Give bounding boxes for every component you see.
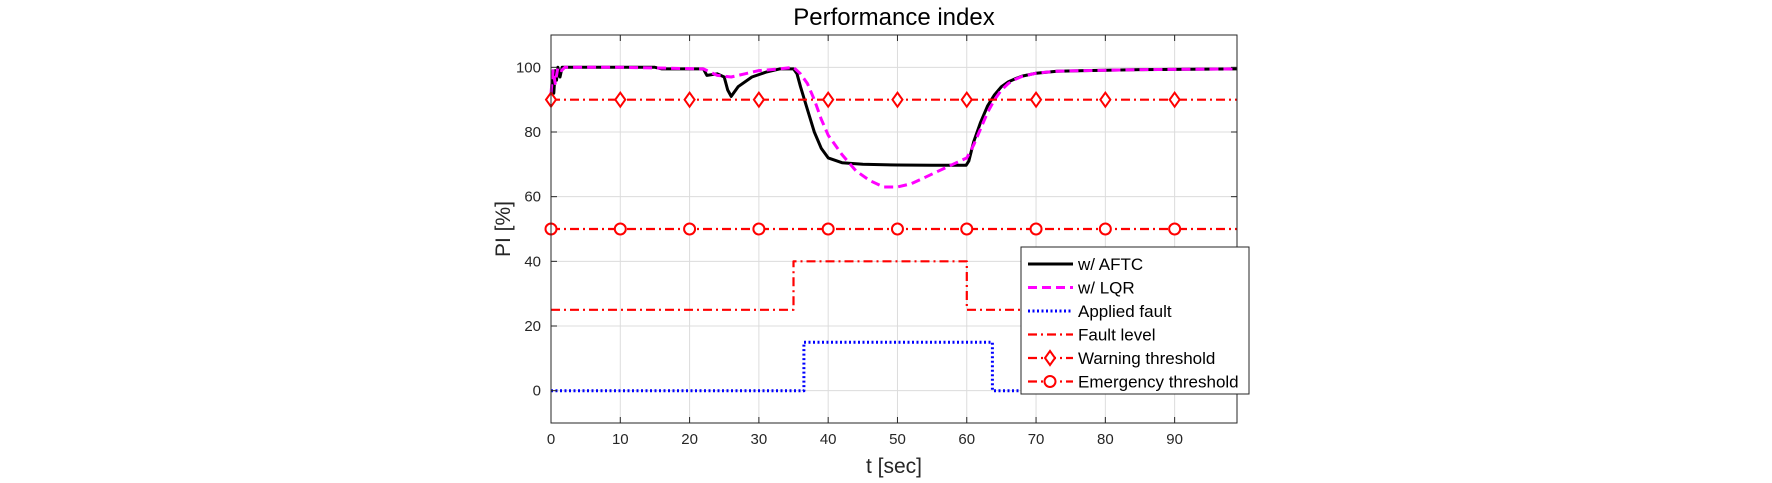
- series-marker-emergency-threshold: [1029, 222, 1043, 236]
- legend: w/ AFTC w/ LQR Applied fault Fault level War…: [1020, 246, 1250, 395]
- series-marker-warning-threshold: [891, 90, 904, 109]
- legend-marker-warning-threshold: [1043, 349, 1057, 367]
- y-axis-label: PI [%]: [492, 201, 515, 257]
- plot-frame: [550, 34, 1238, 424]
- series-line-w-lqr: [549, 65, 1238, 189]
- series-marker-warning-threshold: [614, 90, 627, 109]
- chart-title: Performance index: [793, 4, 994, 31]
- legend-label-emergency-threshold: Emergency threshold: [1078, 373, 1239, 392]
- series-marker-warning-threshold: [960, 90, 973, 109]
- y-tick-label: 60: [524, 189, 541, 206]
- series-marker-warning-threshold: [1029, 90, 1043, 109]
- x-tick-label: 60: [958, 431, 975, 448]
- legend-label-w-aftc: w/ AFTC: [1077, 255, 1143, 274]
- legend-label-fault-level: Fault level: [1078, 326, 1155, 345]
- legend-box: [1020, 246, 1250, 395]
- series-fault-level: [551, 260, 1237, 311]
- series-marker-emergency-threshold: [1098, 222, 1112, 236]
- legend-marker-emergency-threshold: [1043, 375, 1057, 388]
- series-layer: [544, 65, 1238, 393]
- series-marker-warning-threshold: [1168, 90, 1181, 109]
- series-marker-emergency-threshold: [960, 222, 974, 236]
- x-axis-label: t [sec]: [866, 455, 922, 478]
- legend-item-w-lqr: w/ LQR: [1028, 279, 1135, 298]
- legend-item-fault-level: Fault level: [1028, 326, 1155, 345]
- legend-label-applied-fault: Applied fault: [1078, 302, 1172, 321]
- x-tick-label: 10: [612, 431, 629, 448]
- legend-item-w-aftc: w/ AFTC: [1028, 255, 1143, 274]
- series-w-lqr: [549, 65, 1238, 189]
- series-marker-warning-threshold: [752, 90, 766, 109]
- series-marker-warning-threshold: [821, 90, 835, 109]
- series-marker-warning-threshold: [683, 90, 696, 109]
- x-tick-label: 80: [1097, 431, 1114, 448]
- legend-item-emergency-threshold: Emergency threshold: [1028, 373, 1239, 392]
- x-tick-label: 30: [751, 431, 768, 448]
- x-tick-label: 20: [681, 431, 698, 448]
- series-marker-emergency-threshold: [752, 222, 766, 236]
- y-tick-label: 20: [524, 318, 541, 335]
- series-marker-emergency-threshold: [683, 222, 697, 236]
- x-tick-label: 90: [1166, 431, 1183, 448]
- x-tick-label: 70: [1028, 431, 1045, 448]
- legend-label-w-lqr: w/ LQR: [1077, 279, 1135, 298]
- series-marker-warning-threshold: [1099, 90, 1112, 109]
- y-tick-label: 80: [524, 124, 541, 141]
- legend-label-warning-threshold: Warning threshold: [1078, 349, 1215, 368]
- series-marker-emergency-threshold: [613, 222, 627, 236]
- x-tick-label: 40: [820, 431, 837, 448]
- series-marker-emergency-threshold: [890, 222, 904, 236]
- y-tick-label: 100: [516, 59, 541, 76]
- series-emergency-threshold: [544, 222, 1237, 236]
- series-marker-emergency-threshold: [821, 222, 835, 236]
- series-line-fault-level: [551, 260, 1237, 311]
- series-warning-threshold: [544, 90, 1237, 109]
- legend-item-warning-threshold: Warning threshold: [1028, 349, 1215, 368]
- series-marker-emergency-threshold: [1168, 222, 1182, 236]
- x-tick-label: 50: [889, 431, 906, 448]
- y-tick-label: 40: [524, 253, 541, 270]
- x-tick-label: 0: [547, 431, 555, 448]
- legend-item-applied-fault: Applied fault: [1028, 302, 1172, 321]
- y-tick-label: 0: [533, 383, 541, 400]
